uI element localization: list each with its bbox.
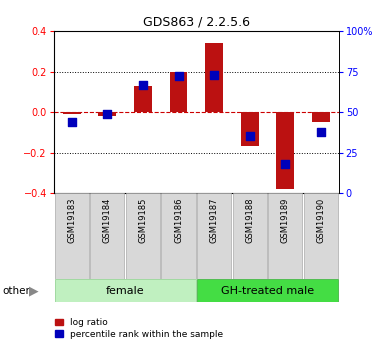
Text: female: female <box>106 286 144 296</box>
Point <box>69 119 75 125</box>
Point <box>140 82 146 87</box>
Bar <box>197 193 231 279</box>
Point <box>211 72 217 78</box>
Text: GSM19189: GSM19189 <box>281 197 290 243</box>
Text: ▶: ▶ <box>29 284 38 297</box>
Text: GH-treated male: GH-treated male <box>221 286 314 296</box>
Text: GSM19190: GSM19190 <box>316 197 325 243</box>
Bar <box>276 112 294 189</box>
Bar <box>99 112 116 116</box>
Bar <box>241 112 259 146</box>
Text: GSM19183: GSM19183 <box>67 197 76 243</box>
Point <box>282 161 288 167</box>
Point <box>176 74 182 79</box>
Bar <box>55 279 196 302</box>
Bar <box>304 193 338 279</box>
Point <box>318 129 324 134</box>
Bar <box>55 193 89 279</box>
Bar <box>126 193 160 279</box>
Text: GSM19187: GSM19187 <box>210 197 219 243</box>
Bar <box>134 86 152 112</box>
Bar <box>161 193 196 279</box>
Bar <box>197 279 338 302</box>
Title: GDS863 / 2.2.5.6: GDS863 / 2.2.5.6 <box>143 16 250 29</box>
Bar <box>170 71 187 112</box>
Text: other: other <box>2 286 30 296</box>
Text: GSM19188: GSM19188 <box>245 197 254 243</box>
Bar <box>205 43 223 112</box>
Bar <box>268 193 303 279</box>
Bar <box>233 193 267 279</box>
Point <box>104 111 110 117</box>
Legend: log ratio, percentile rank within the sample: log ratio, percentile rank within the sa… <box>55 318 223 339</box>
Text: GSM19184: GSM19184 <box>103 197 112 243</box>
Bar <box>312 112 330 122</box>
Bar <box>90 193 124 279</box>
Point <box>247 134 253 139</box>
Bar <box>63 112 80 114</box>
Text: GSM19186: GSM19186 <box>174 197 183 243</box>
Text: GSM19185: GSM19185 <box>139 197 147 243</box>
